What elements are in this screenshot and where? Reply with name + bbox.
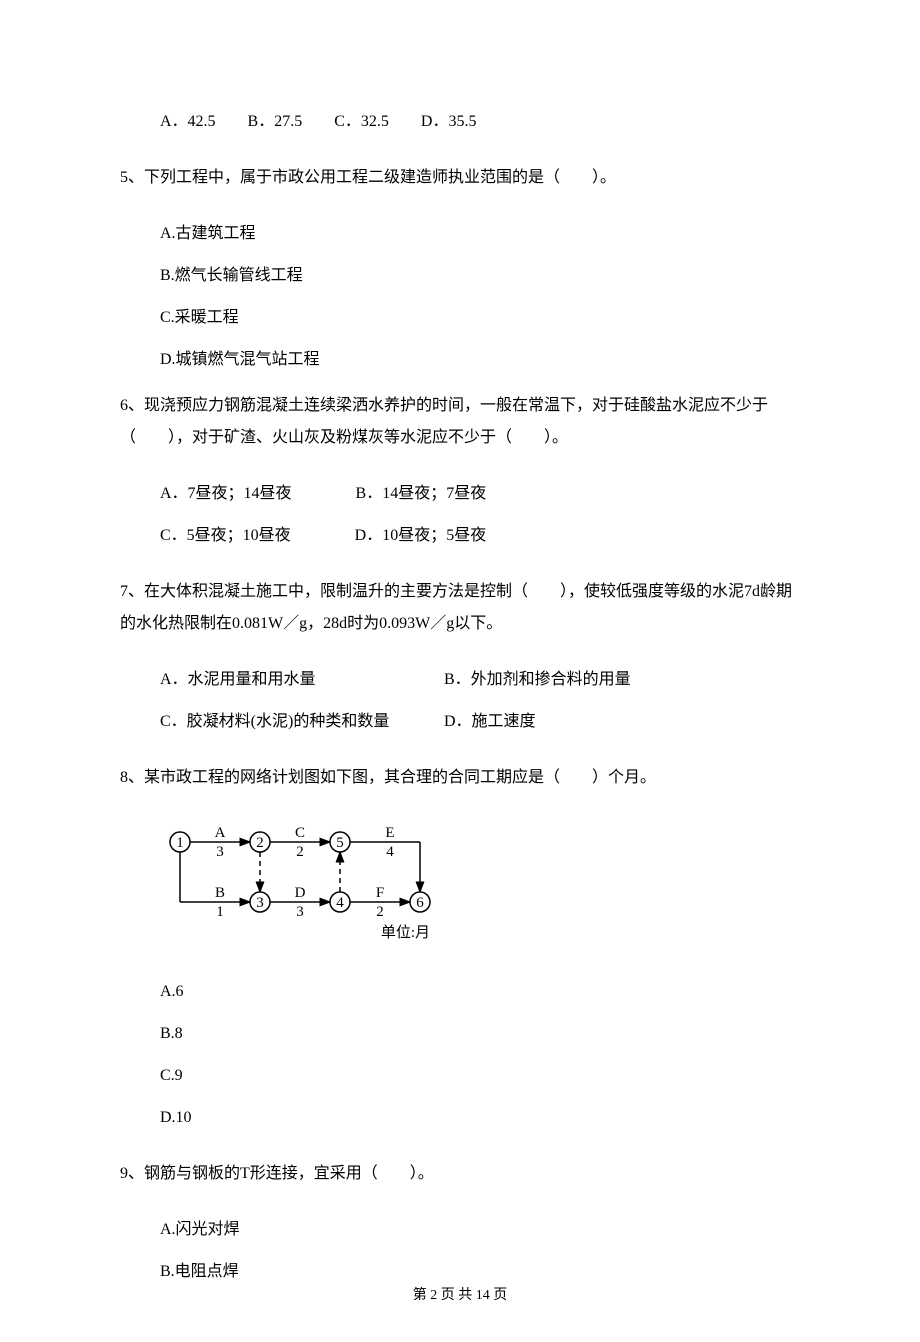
svg-text:A: A (215, 825, 226, 841)
svg-text:2: 2 (296, 844, 304, 860)
q5-option-d: D.城镇燃气混气站工程 (160, 348, 800, 372)
svg-text:3: 3 (296, 904, 304, 920)
svg-text:4: 4 (336, 895, 344, 911)
q5-stem: 5、下列工程中，属于市政公用工程二级建造师执业范围的是（ ）。 (120, 162, 800, 194)
network-diagram-svg: A 3 C 2 E 4 B 1 D 3 F 2 1 2 3 4 5 6 单位:月 (160, 822, 460, 942)
svg-text:3: 3 (256, 895, 264, 911)
svg-text:4: 4 (386, 844, 394, 860)
page: A．42.5 B．27.5 C．32.5 D．35.5 5、下列工程中，属于市政… (0, 0, 920, 1342)
svg-text:C: C (295, 825, 305, 841)
q7-option-d: D．施工速度 (444, 710, 724, 734)
svg-text:5: 5 (336, 835, 344, 851)
svg-text:单位:月: 单位:月 (381, 924, 430, 941)
q8-option-b: B.8 (160, 1022, 800, 1046)
q6-options-row1: A．7昼夜；14昼夜 B．14昼夜；7昼夜 (160, 482, 800, 506)
svg-text:F: F (376, 885, 384, 901)
q7-option-b: B．外加剂和掺合料的用量 (444, 668, 724, 692)
q8-network-diagram: A 3 C 2 E 4 B 1 D 3 F 2 1 2 3 4 5 6 单位:月 (160, 822, 800, 950)
q7-option-c: C．胶凝材料(水泥)的种类和数量 (160, 710, 440, 734)
q9-stem: 9、钢筋与钢板的T形连接，宜采用（ ）。 (120, 1158, 800, 1190)
q5-option-c: C.采暖工程 (160, 306, 800, 330)
svg-text:2: 2 (376, 904, 384, 920)
q6-options-row2: C．5昼夜；10昼夜 D．10昼夜；5昼夜 (160, 524, 800, 548)
svg-text:2: 2 (256, 835, 264, 851)
q6-stem: 6、现浇预应力钢筋混凝土连续梁洒水养护的时间，一般在常温下，对于硅酸盐水泥应不少… (120, 390, 800, 454)
svg-text:3: 3 (216, 844, 224, 860)
q8-option-d: D.10 (160, 1106, 800, 1130)
q7-stem: 7、在大体积混凝土施工中，限制温升的主要方法是控制（ ），使较低强度等级的水泥7… (120, 576, 800, 640)
svg-text:B: B (215, 885, 225, 901)
q7-options-row1: A．水泥用量和用水量 B．外加剂和掺合料的用量 (160, 668, 800, 692)
svg-text:1: 1 (176, 835, 184, 851)
q5-option-b: B.燃气长输管线工程 (160, 264, 800, 288)
svg-text:E: E (385, 825, 394, 841)
q8-option-c: C.9 (160, 1064, 800, 1088)
svg-text:D: D (295, 885, 306, 901)
svg-text:6: 6 (416, 895, 424, 911)
q8-stem: 8、某市政工程的网络计划图如下图，其合理的合同工期应是（ ）个月。 (120, 762, 800, 794)
q9-option-a: A.闪光对焊 (160, 1218, 800, 1242)
q7-option-a: A．水泥用量和用水量 (160, 668, 440, 692)
q4-options-line: A．42.5 B．27.5 C．32.5 D．35.5 (160, 110, 800, 134)
q8-option-a: A.6 (160, 980, 800, 1004)
q5-option-a: A.古建筑工程 (160, 222, 800, 246)
q9-option-b: B.电阻点焊 (160, 1260, 800, 1284)
q7-options-row2: C．胶凝材料(水泥)的种类和数量 D．施工速度 (160, 710, 800, 734)
page-footer: 第 2 页 共 14 页 (0, 1285, 920, 1306)
svg-text:1: 1 (216, 904, 224, 920)
